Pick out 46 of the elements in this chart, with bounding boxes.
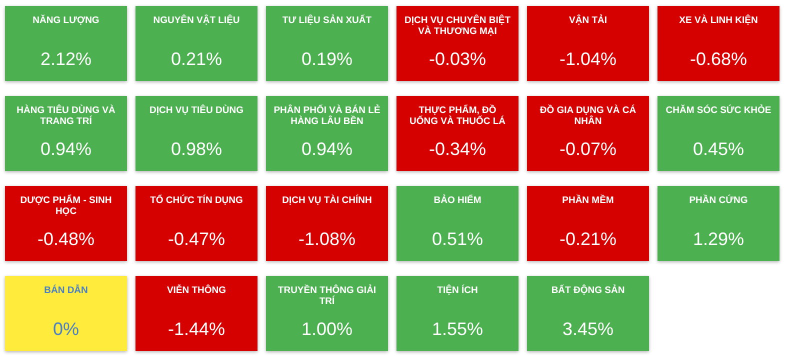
category-label: THỰC PHẨM, ĐỒ UỐNG VÀ THUỐC LÁ bbox=[409, 104, 506, 127]
category-label: TƯ LIỆU SẢN XUẤT bbox=[282, 14, 372, 26]
category-label: CHĂM SÓC SỨC KHỎE bbox=[666, 104, 772, 116]
data-label: -1.08% bbox=[298, 229, 356, 249]
category-label: BẤT ĐỘNG SẢN bbox=[551, 284, 625, 296]
data-label: 1.29% bbox=[692, 229, 744, 249]
data-label: -0.47% bbox=[168, 229, 226, 249]
category-label: TRUYỀN THÔNG GIẢI TRÍ bbox=[278, 284, 376, 307]
category-label: TIỆN ÍCH bbox=[437, 284, 478, 296]
category-label: BÁN DẪN bbox=[44, 284, 88, 296]
data-label: 1.55% bbox=[432, 319, 484, 339]
category-label: XE VÀ LINH KIỆN bbox=[679, 14, 758, 26]
data-label: 0.94% bbox=[301, 139, 353, 159]
data-label: 0.19% bbox=[301, 49, 353, 69]
category-label: VIỄN THÔNG bbox=[166, 284, 226, 296]
data-label: 0.45% bbox=[692, 139, 744, 159]
data-label: -0.21% bbox=[559, 229, 617, 249]
category-label: NGUYÊN VẬT LIỆU bbox=[153, 14, 240, 26]
data-label: -0.07% bbox=[559, 139, 617, 159]
data-label: 0% bbox=[52, 319, 80, 339]
category-label: DƯỢC PHẨM - SINH HỌC bbox=[20, 194, 112, 217]
category-label: BẢO HIỂM bbox=[434, 194, 482, 206]
data-label: 2.12% bbox=[40, 49, 92, 69]
category-label: ĐỒ GIA DỤNG VÀ CÁ NHÂN bbox=[540, 104, 636, 127]
category-label: NĂNG LƯỢNG bbox=[32, 14, 100, 26]
data-label: -0.48% bbox=[37, 229, 95, 249]
category-label: TỔ CHỨC TÍN DỤNG bbox=[150, 194, 243, 206]
category-label: HÀNG TIÊU DÙNG VÀ TRANG TRÍ bbox=[16, 104, 116, 127]
category-label: DỊCH VỤ TIÊU DÙNG bbox=[150, 104, 244, 116]
data-label: -1.04% bbox=[559, 49, 617, 69]
category-label: DỊCH VỤ TÀI CHÍNH bbox=[282, 194, 372, 206]
data-label: 0.51% bbox=[432, 229, 484, 249]
category-label: PHẦN CỨNG bbox=[689, 194, 748, 206]
data-label: -0.03% bbox=[428, 49, 486, 69]
data-label: 3.45% bbox=[562, 319, 614, 339]
data-label: -1.44% bbox=[168, 319, 226, 339]
category-label: DỊCH VỤ CHUYÊN BIỆT VÀ THƯƠNG MẠI bbox=[404, 14, 511, 37]
category-label: PHÂN PHỐI VÀ BÁN LẺ HÀNG LÂU BỀN bbox=[274, 104, 380, 127]
data-label: 0.98% bbox=[170, 139, 222, 159]
data-label: 1.00% bbox=[301, 319, 353, 339]
data-label: -0.34% bbox=[428, 139, 486, 159]
data-label: 0.94% bbox=[40, 139, 92, 159]
data-label: 0.21% bbox=[170, 49, 222, 69]
category-label: PHẦN MỀM bbox=[562, 194, 614, 206]
data-label: -0.68% bbox=[690, 49, 748, 69]
category-label: VẬN TẢI bbox=[569, 14, 607, 26]
